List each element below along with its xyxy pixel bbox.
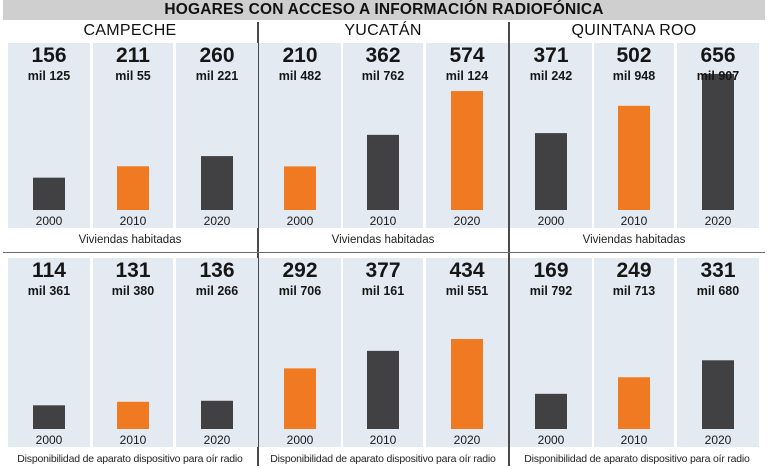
bar (451, 91, 483, 210)
year-tick-label: 2020 (454, 214, 481, 228)
bar (451, 338, 483, 429)
data-label-thousands: mil 380 (112, 284, 154, 298)
data-label-value: 574 (449, 44, 484, 67)
bar (535, 133, 567, 210)
panel-caption: Viviendas habitadas (582, 234, 686, 246)
bar (201, 156, 233, 210)
state-name-quintana-roo: QUINTANA ROO (571, 22, 697, 39)
year-tick-label: 2000 (287, 433, 314, 447)
year-tick-label: 2000 (287, 214, 314, 228)
panel-caption: Disponibilidad de aparato dispositivo pa… (524, 453, 750, 465)
data-label-thousands: mil 551 (446, 284, 488, 298)
bar (33, 177, 65, 210)
row-divider (3, 252, 765, 253)
state-divider (508, 22, 510, 466)
year-tick-label: 2000 (538, 214, 565, 228)
data-label-value: 131 (115, 259, 150, 282)
data-label-thousands: mil 948 (613, 69, 655, 83)
data-label-thousands: mil 762 (362, 69, 404, 83)
bar (702, 360, 734, 429)
state-name-campeche: CAMPECHE (83, 22, 177, 39)
data-label-value: 211 (116, 44, 150, 67)
data-label-value: 331 (700, 259, 735, 282)
data-label-thousands: mil 361 (28, 284, 70, 298)
panel-caption: Viviendas habitadas (78, 234, 182, 246)
bar (367, 350, 399, 429)
data-label-thousands: mil 792 (530, 284, 572, 298)
year-tick-label: 2010 (120, 433, 147, 447)
bar (702, 73, 734, 210)
year-tick-label: 2020 (705, 433, 732, 447)
panel-caption: Disponibilidad de aparato dispositivo pa… (17, 453, 243, 465)
data-label-value: 434 (449, 259, 484, 282)
data-label-thousands: mil 125 (28, 69, 70, 83)
year-tick-label: 2010 (120, 214, 147, 228)
year-tick-label: 2010 (621, 214, 648, 228)
data-label-value: 656 (700, 44, 735, 67)
data-label-value: 249 (616, 259, 651, 282)
data-label-thousands: mil 907 (697, 69, 739, 83)
bar (33, 405, 65, 429)
data-label-thousands: mil 482 (279, 69, 321, 83)
data-label-value: 210 (282, 44, 317, 67)
data-label-thousands: mil 242 (530, 69, 572, 83)
data-label-thousands: mil 266 (196, 284, 238, 298)
year-tick-label: 2010 (370, 433, 397, 447)
state-name-yucatan: YUCATÁN (344, 22, 422, 39)
data-label-thousands: mil 161 (362, 284, 404, 298)
year-tick-label: 2000 (538, 433, 565, 447)
data-label-value: 502 (616, 44, 651, 67)
year-tick-label: 2020 (705, 214, 732, 228)
year-tick-label: 2010 (370, 214, 397, 228)
bar (535, 393, 567, 429)
data-label-value: 136 (199, 259, 234, 282)
year-tick-label: 2010 (621, 433, 648, 447)
bar (117, 166, 149, 210)
chart-title: HOGARES CON ACCESO A INFORMACIÓN RADIOFÓ… (164, 1, 604, 18)
data-label-thousands: mil 221 (196, 69, 238, 83)
data-label-thousands: mil 124 (446, 69, 488, 83)
year-tick-label: 2000 (36, 433, 63, 447)
data-label-value: 292 (282, 259, 317, 282)
data-label-value: 362 (365, 44, 400, 67)
year-tick-label: 2000 (36, 214, 63, 228)
bar (284, 166, 316, 210)
chart-title-bar: HOGARES CON ACCESO A INFORMACIÓN RADIOFÓ… (3, 0, 765, 20)
data-label-thousands: mil 706 (279, 284, 321, 298)
data-label-value: 169 (533, 259, 568, 282)
data-label-thousands: mil 713 (613, 284, 655, 298)
data-label-value: 377 (365, 259, 400, 282)
bar (618, 377, 650, 429)
panel-caption: Disponibilidad de aparato dispositivo pa… (270, 453, 496, 465)
bar (117, 401, 149, 429)
data-label-value: 114 (32, 259, 66, 282)
data-label-value: 156 (31, 44, 66, 67)
data-label-thousands: mil 680 (697, 284, 739, 298)
year-tick-label: 2020 (204, 433, 231, 447)
data-label-thousands: mil 55 (115, 69, 150, 83)
bar (284, 368, 316, 429)
state-divider (257, 22, 259, 466)
bar (201, 400, 233, 429)
year-tick-label: 2020 (204, 214, 231, 228)
panel-caption: Viviendas habitadas (331, 234, 435, 246)
year-tick-label: 2020 (454, 433, 481, 447)
data-label-value: 260 (199, 44, 234, 67)
bar (618, 105, 650, 210)
data-label-value: 371 (533, 44, 568, 67)
bar (367, 134, 399, 210)
